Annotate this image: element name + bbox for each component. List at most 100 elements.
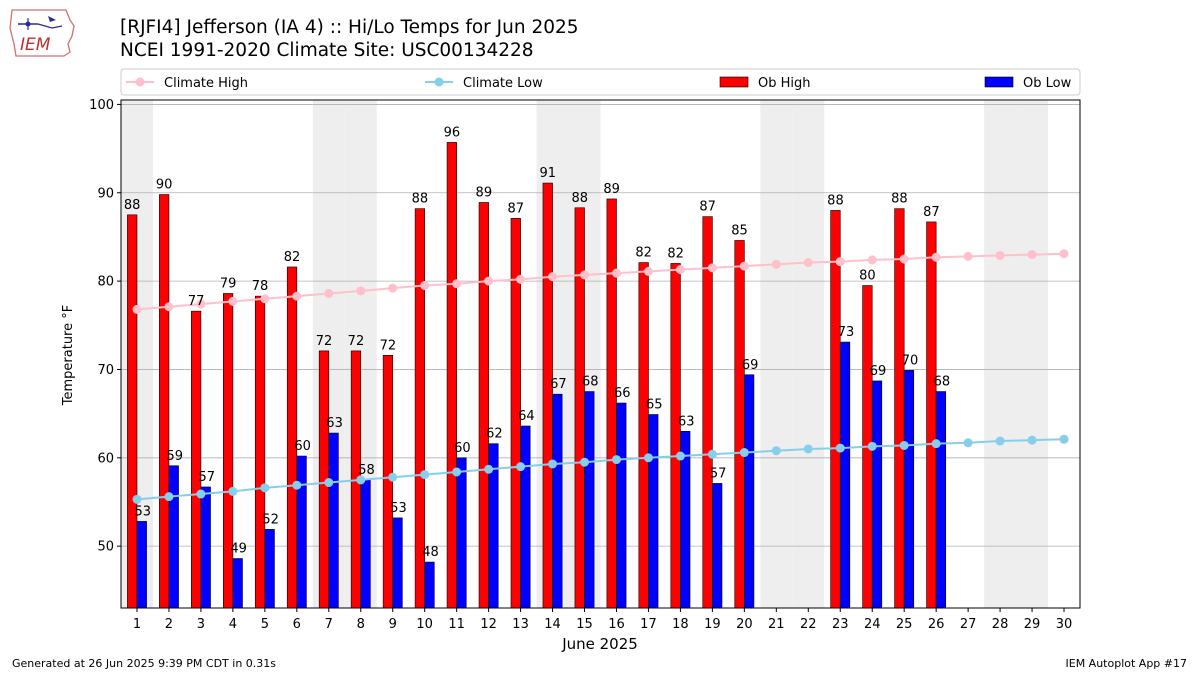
ob-high-label-12: 89: [476, 185, 493, 200]
iem-logo-text: IEM: [20, 35, 51, 55]
ob-low-bar-14: [552, 393, 563, 609]
climate-high-point-8: [356, 286, 366, 296]
ob-low-label-11: 60: [454, 441, 471, 456]
ob-low-bar-2: [168, 465, 179, 609]
climate-low-point-14: [548, 459, 558, 469]
climate-low-point-22: [803, 444, 813, 454]
climate-high-point-12: [484, 276, 494, 286]
ob-high-bar-20: [734, 240, 745, 609]
ob-low-label-4: 49: [230, 542, 247, 557]
climate-high-point-9: [388, 283, 398, 293]
x-tick-label-16: 16: [608, 617, 625, 632]
climate-high-point-27: [963, 251, 973, 261]
climate-high-line: [132, 249, 1069, 314]
climate-low-point-4: [228, 486, 238, 496]
bar-value-labels: 88 53 90 59 77 57 79 49 78 52 82 60 72 63 72 58 72 53 88 48…: [124, 125, 950, 560]
climate-low-point-12: [484, 464, 494, 474]
ob-low-label-2: 59: [166, 449, 183, 464]
weekend-band-21: [760, 100, 793, 608]
ob-high-label-10: 88: [412, 192, 429, 207]
legend-climate-low-label: Climate Low: [463, 76, 543, 91]
climate-high-point-20: [739, 261, 749, 271]
climate-high-point-7: [324, 288, 334, 298]
x-tick-label-25: 25: [896, 617, 913, 632]
ob-low-label-8: 58: [358, 463, 375, 478]
ob-high-bar-2: [159, 194, 170, 609]
climate-high-point-25: [899, 254, 909, 264]
x-tick-label-27: 27: [960, 617, 977, 632]
climate-low-point-24: [867, 441, 877, 451]
ob-low-label-17: 65: [646, 398, 663, 413]
climate-high-point-11: [452, 279, 462, 289]
ob-low-label-24: 69: [870, 364, 887, 379]
y-tick-label-70: 70: [97, 363, 114, 378]
ob-low-bar-10: [424, 561, 435, 609]
x-tick-label-7: 7: [325, 617, 333, 632]
app-label: IEM Autoplot App #17: [1065, 657, 1188, 670]
climate-high-point-19: [707, 263, 717, 273]
y-tick-label-100: 100: [89, 98, 114, 113]
climate-high-point-16: [611, 268, 621, 278]
ob-low-label-5: 52: [262, 512, 279, 527]
x-tick-label-29: 29: [1024, 617, 1041, 632]
ob-low-bar-11: [456, 457, 467, 609]
ob-high-bar-11: [446, 142, 457, 609]
climate-low-point-30: [1059, 434, 1069, 444]
ob-high-bar-12: [478, 202, 489, 609]
ob-high-bar-6: [286, 266, 298, 609]
ob-low-bar-19: [712, 483, 723, 609]
ob-high-bar-1: [127, 214, 138, 609]
weekend-band-29: [1016, 100, 1049, 608]
climate-low-point-8: [356, 475, 366, 485]
ob-high-bar-16: [606, 198, 617, 609]
x-tick-label-14: 14: [544, 617, 561, 632]
climate-high-point-23: [835, 257, 845, 267]
ob-low-bar-23: [839, 341, 851, 609]
climate-high-point-24: [867, 255, 877, 265]
ob-high-label-20: 85: [731, 223, 748, 238]
generated-timestamp: Generated at 26 Jun 2025 9:39 PM CDT in …: [12, 657, 277, 670]
climate-high-point-21: [771, 259, 781, 269]
ob-high-label-26: 87: [923, 205, 940, 220]
weekend-band-28: [984, 100, 1017, 608]
x-tick-label-15: 15: [576, 617, 593, 632]
climate-low-point-19: [707, 449, 717, 459]
ob-low-bar-16: [616, 402, 627, 609]
climate-high-point-28: [995, 250, 1005, 260]
climate-low-point-17: [643, 453, 653, 463]
climate-low-point-28: [995, 436, 1005, 446]
ob-low-label-26: 68: [934, 375, 951, 390]
ob-high-label-16: 89: [603, 182, 620, 197]
climate-high-point-14: [548, 272, 558, 282]
x-tick-label-18: 18: [672, 617, 689, 632]
legend: Climate High Climate Low Ob High Ob Low: [120, 68, 1081, 96]
climate-low-point-9: [388, 472, 398, 482]
climate-high-point-29: [1027, 250, 1037, 260]
y-axis-label: Temperature °F: [61, 305, 76, 406]
ob-high-bar-14: [542, 182, 553, 609]
climate-low-point-15: [580, 457, 590, 467]
y-tick-label-90: 90: [97, 186, 114, 201]
ob-high-bar-17: [638, 262, 649, 609]
ob-low-bar-3: [200, 486, 211, 609]
x-tick-label-20: 20: [736, 617, 753, 632]
ob-high-bar-23: [830, 210, 841, 609]
climate-low-point-2: [164, 492, 174, 502]
x-tick-label-9: 9: [389, 617, 397, 632]
x-axis-label: June 2025: [561, 635, 638, 653]
ob-low-label-3: 57: [198, 470, 215, 485]
ob-high-label-1: 88: [124, 198, 141, 213]
climate-low-path: [136, 438, 1065, 501]
x-tick-label-10: 10: [416, 617, 433, 632]
ob-high-label-11: 96: [444, 125, 461, 140]
ob-high-label-5: 78: [252, 279, 269, 294]
x-tick-label-28: 28: [992, 617, 1009, 632]
legend-climate-low-marker: [434, 77, 444, 87]
climate-low-point-29: [1027, 435, 1037, 445]
ob-low-label-19: 57: [710, 466, 727, 481]
x-tick-label-3: 3: [197, 617, 205, 632]
ob-low-bar-26: [935, 391, 947, 609]
ob-high-label-24: 80: [859, 269, 876, 284]
ob-high-bar-5: [254, 295, 266, 609]
